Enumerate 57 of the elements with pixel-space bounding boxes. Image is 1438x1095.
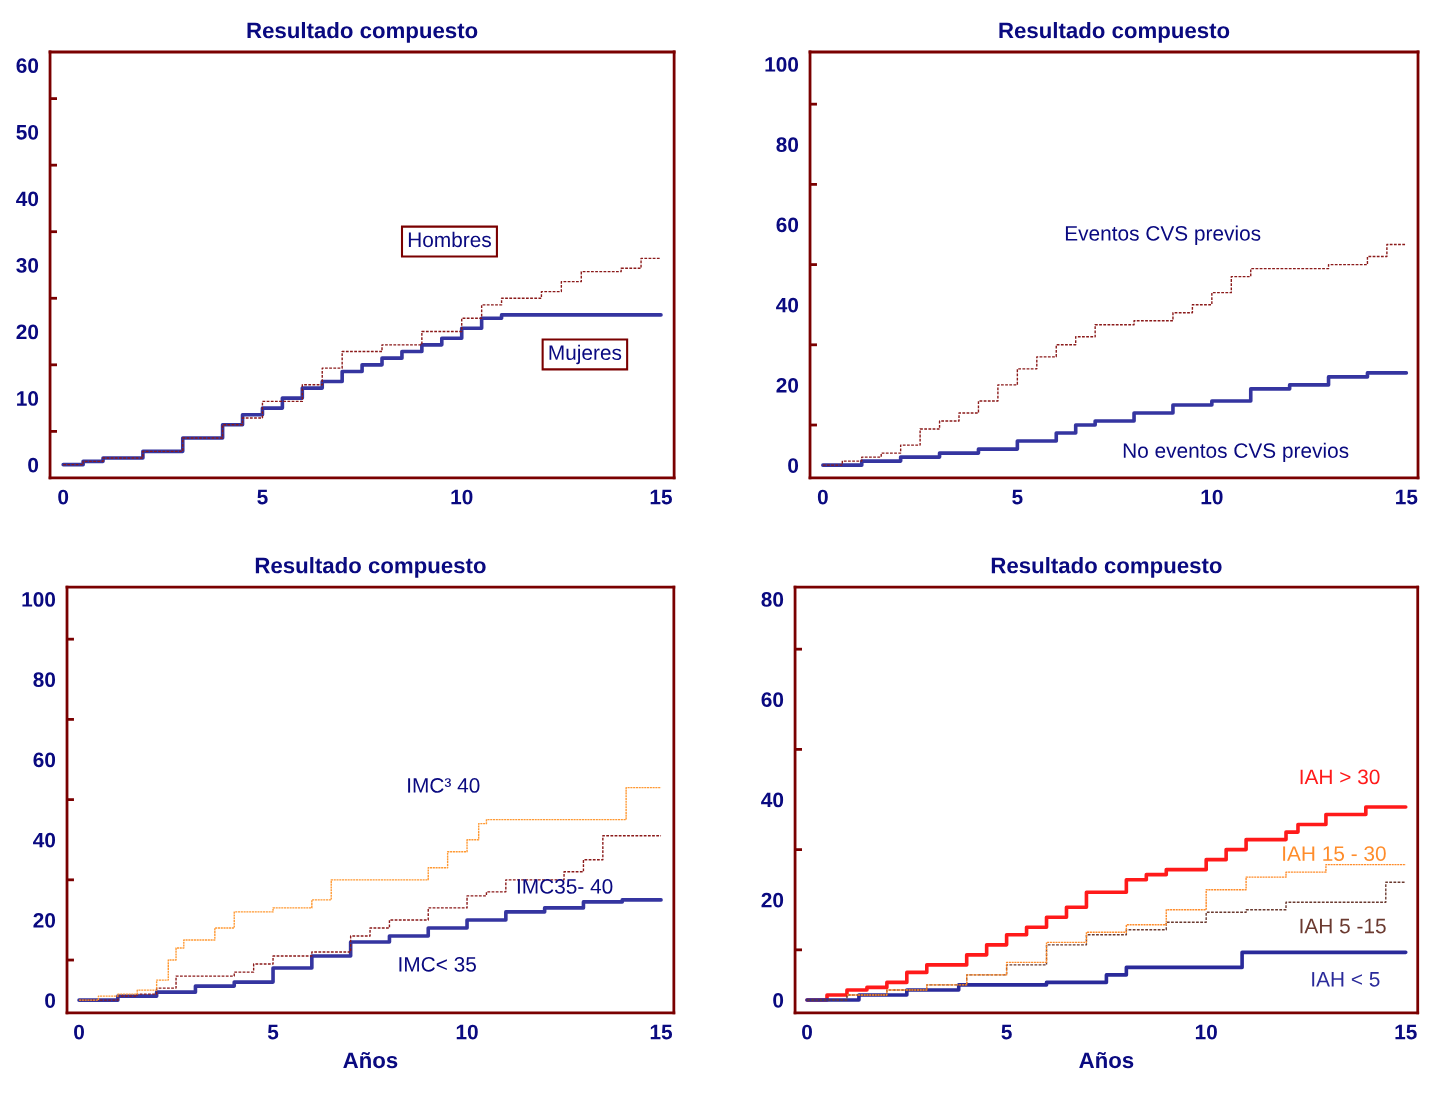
series-label: No eventos CVS previos <box>1123 442 1349 463</box>
x-tick-label: 15 <box>650 489 672 505</box>
y-tick-label: 0 <box>773 992 784 1008</box>
x-tick-label: 10 <box>1195 1024 1217 1040</box>
x-tick-label: 0 <box>802 1024 812 1040</box>
x-tick-label: 5 <box>257 489 268 505</box>
series-label: IMC35- 40 <box>517 879 613 894</box>
x-axis-title: Años <box>343 1051 398 1069</box>
y-tick-label: 20 <box>33 912 56 928</box>
y-tick-label: 20 <box>16 324 39 340</box>
text: Hombres <box>408 231 491 248</box>
x-tick-label: 5 <box>1001 1024 1012 1040</box>
y-tick-label: 20 <box>776 377 799 393</box>
x-tick-label: 0 <box>58 489 69 505</box>
y-tick-label: 80 <box>33 672 56 688</box>
y-tick-label: 40 <box>776 297 799 313</box>
x-axis-title: Años <box>1079 1051 1134 1069</box>
x-tick-label: 5 <box>267 1024 279 1040</box>
series-label: IAH 5 -15 <box>1300 918 1386 934</box>
y-tick-label: 0 <box>45 993 56 1008</box>
x-tick-label: 10 <box>1201 489 1223 505</box>
x-tick-label: 15 <box>1395 1024 1417 1040</box>
x-tick-label: 15 <box>1396 489 1418 505</box>
y-tick-label: 80 <box>776 137 799 153</box>
x-tick-label: 10 <box>451 489 473 505</box>
y-tick-label: 100 <box>22 592 56 607</box>
chart-title: Resultado compuesto <box>999 22 1230 43</box>
y-tick-label: 60 <box>761 692 784 708</box>
chart-title: Resultado compuesto <box>991 557 1222 578</box>
y-tick-label: 80 <box>761 592 784 607</box>
series-label: IAH < 5 <box>1312 972 1380 987</box>
y-tick-label: 50 <box>16 124 39 140</box>
y-tick-label: 20 <box>761 892 784 908</box>
x-tick-label: 5 <box>1012 489 1023 505</box>
series-label: IMC< 35 <box>399 956 476 972</box>
y-tick-label: 0 <box>28 457 39 473</box>
chart-title: Resultado compuesto <box>247 22 478 43</box>
y-tick-label: 40 <box>33 832 56 848</box>
y-tick-label: 30 <box>16 257 39 273</box>
y-tick-label: 60 <box>776 217 799 233</box>
y-tick-label: 100 <box>765 57 799 72</box>
x-tick-label: 10 <box>456 1024 478 1040</box>
series-label: Mujeres <box>549 344 622 365</box>
y-tick-label: 60 <box>16 58 39 74</box>
y-tick-label: 40 <box>16 191 39 207</box>
x-tick-label: 15 <box>650 1024 673 1040</box>
x-tick-label: 0 <box>74 1024 84 1040</box>
series-label: Eventos CVS previos <box>1065 225 1261 245</box>
series-label: IAH > 30 <box>1300 769 1380 785</box>
y-tick-label: 60 <box>33 752 56 768</box>
chart-title: Resultado compuesto <box>255 557 486 578</box>
y-tick-label: 40 <box>761 792 784 808</box>
y-tick-label: 10 <box>17 391 39 406</box>
y-tick-label: 0 <box>788 458 799 473</box>
series-label: IAH 15 - 30 <box>1283 846 1386 861</box>
series-label: IMC³ 40 <box>408 778 480 793</box>
x-tick-label: 0 <box>817 489 828 505</box>
